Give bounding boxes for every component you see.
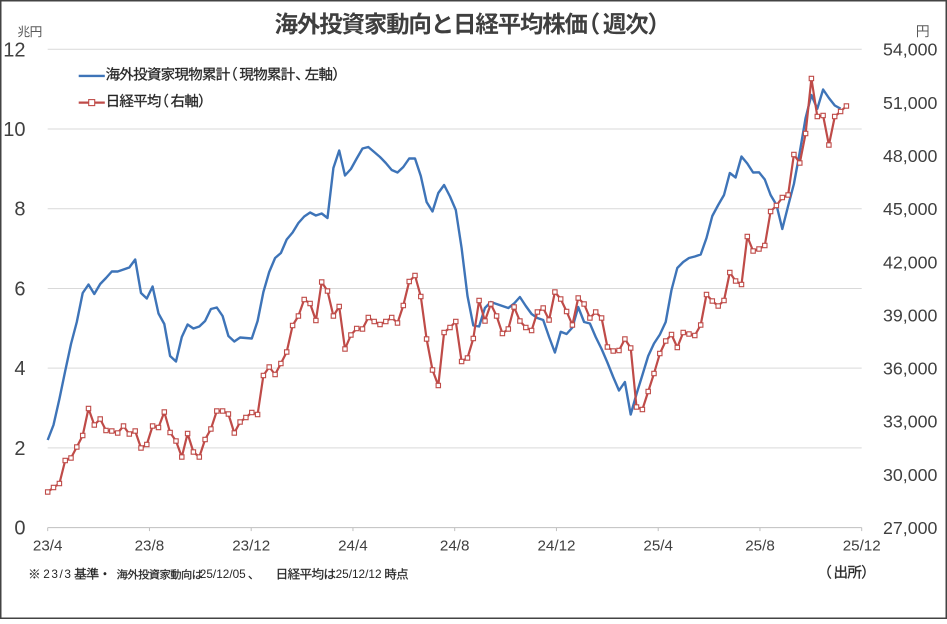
svg-text:51,000: 51,000 (883, 93, 937, 113)
svg-text:2: 2 (14, 438, 25, 460)
svg-text:8: 8 (14, 199, 25, 221)
svg-text:45,000: 45,000 (883, 199, 937, 219)
svg-text:6: 6 (14, 278, 25, 300)
svg-text:23/3: 23/3 (43, 567, 72, 581)
svg-text:25/12: 25/12 (843, 538, 881, 555)
svg-text:4: 4 (14, 358, 25, 380)
svg-text:0: 0 (14, 518, 25, 540)
svg-text:30,000: 30,000 (883, 465, 937, 485)
svg-text:23/12: 23/12 (232, 538, 270, 555)
svg-text:24/4: 24/4 (338, 538, 368, 555)
svg-text:24/12: 24/12 (537, 538, 575, 555)
svg-text:54,000: 54,000 (883, 40, 937, 60)
svg-text:24/8: 24/8 (440, 538, 470, 555)
svg-text:25/8: 25/8 (745, 538, 775, 555)
svg-text:23/8: 23/8 (135, 538, 165, 555)
svg-text:42,000: 42,000 (883, 252, 937, 272)
svg-text:25/12/12: 25/12/12 (336, 567, 382, 581)
svg-text:25/12/05: 25/12/05 (200, 567, 246, 581)
svg-text:25/4: 25/4 (643, 538, 673, 555)
svg-text:39,000: 39,000 (883, 305, 937, 325)
svg-text:23/4: 23/4 (33, 538, 63, 555)
svg-text:48,000: 48,000 (883, 146, 937, 166)
svg-text:27,000: 27,000 (883, 518, 937, 538)
svg-text:36,000: 36,000 (883, 359, 937, 379)
svg-text:10: 10 (3, 119, 25, 141)
svg-text:33,000: 33,000 (883, 412, 937, 432)
svg-text:12: 12 (3, 39, 25, 61)
